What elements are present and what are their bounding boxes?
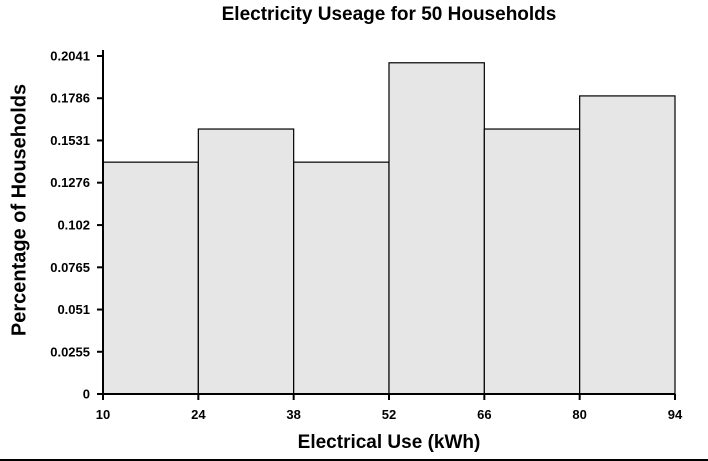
bottom-rule [0, 459, 708, 461]
histogram-bar [579, 95, 676, 395]
histogram-bar [388, 62, 485, 395]
histogram-bar [293, 161, 390, 395]
x-tick-label: 94 [668, 407, 683, 422]
x-tick-label: 52 [382, 407, 396, 422]
y-tick-label: 0.2041 [50, 49, 90, 64]
x-tick-label: 24 [191, 407, 206, 422]
x-axis-label: Electrical Use (kWh) [297, 432, 481, 453]
histogram-bar [483, 128, 581, 395]
y-tick-label: 0.1531 [50, 133, 90, 148]
y-tick-label: 0.1276 [50, 175, 90, 190]
y-tick-label: 0.0255 [50, 344, 90, 359]
y-tick-label: 0.051 [57, 302, 90, 317]
x-tick-label: 66 [477, 407, 491, 422]
x-tick-label: 10 [96, 407, 110, 422]
chart-title: Electricity Useage for 50 Households [221, 4, 557, 25]
x-tick-label: 38 [286, 407, 300, 422]
y-tick-label: 0 [83, 387, 90, 402]
y-tick-label: 0.0765 [50, 260, 90, 275]
histogram-bar [197, 128, 295, 395]
x-tick-label: 80 [572, 407, 586, 422]
y-tick-label: 0.1786 [50, 91, 90, 106]
histogram-bar [102, 161, 199, 395]
y-tick-label: 0.102 [57, 218, 90, 233]
